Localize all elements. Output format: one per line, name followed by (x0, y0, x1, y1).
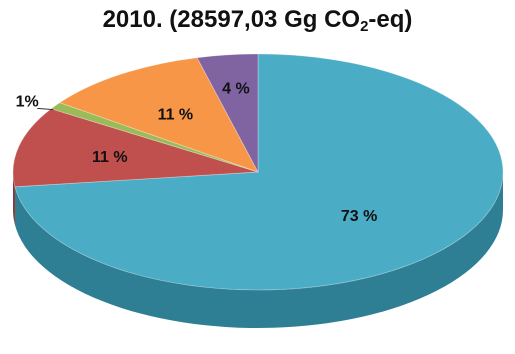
slice-label-0: 73 % (341, 208, 377, 225)
slice-side-1 (13, 172, 15, 225)
slice-label-3: 11 % (158, 106, 194, 123)
pie-labels: 73 % 11 % 1% 11 % 4 % (16, 81, 378, 225)
slice-leader-line-2 (37, 107, 54, 111)
chart-title: 2010. (28597,03 Gg CO2-eq) (0, 6, 515, 35)
slice-4 (196, 53, 259, 173)
slice-label-2: 1% (16, 93, 39, 110)
title-suffix: -eq) (368, 6, 413, 33)
slice-label-1: 11 % (92, 149, 128, 166)
pie-sides (13, 172, 504, 329)
pie-slices (12, 53, 504, 291)
slice-label-4: 4 % (222, 81, 250, 98)
slice-side-0 (14, 172, 504, 329)
slice-3 (58, 57, 259, 173)
title-prefix: 2010. (28597,03 Gg CO (102, 6, 361, 33)
slice-0 (14, 53, 504, 291)
slice-1 (12, 108, 259, 188)
title-subscript: 2 (360, 18, 369, 35)
slice-2 (50, 102, 259, 173)
